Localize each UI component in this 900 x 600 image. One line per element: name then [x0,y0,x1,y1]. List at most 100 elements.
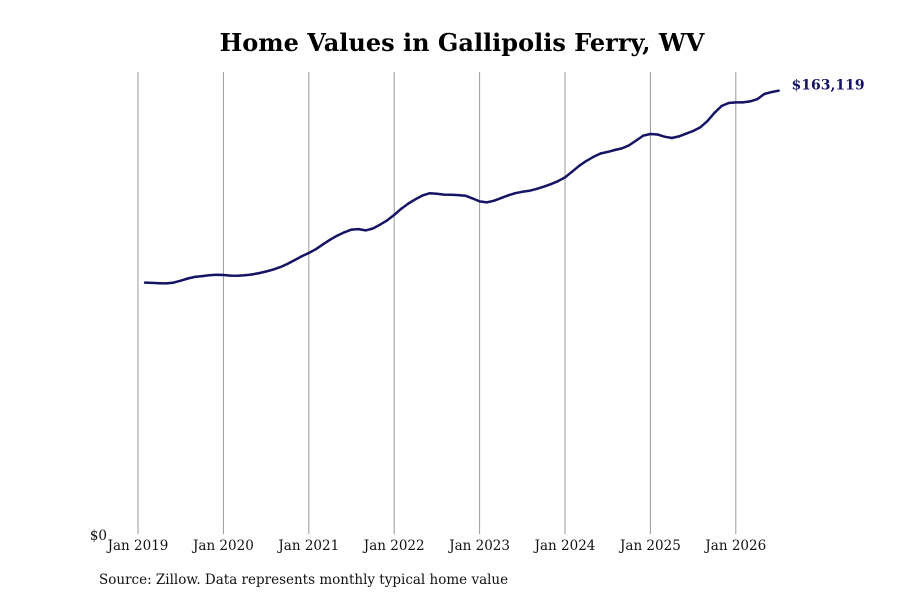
data-point [485,201,488,204]
data-point [521,190,524,193]
data-point [421,194,424,197]
data-point [691,129,695,133]
x-tick-label: Jan 2022 [362,538,425,554]
data-point [208,274,211,277]
data-point [620,147,624,150]
data-point [414,198,417,201]
data-point [471,197,474,200]
x-axis-tick-labels: Jan 2019 Jan 2020 Jan 2021 Jan 2022 Jan 2023… [106,538,767,554]
data-point [293,258,296,262]
y-axis-tick-labels: $0 [90,528,107,544]
data-point [250,273,254,276]
data-point [172,281,175,284]
x-tick-label: Jan 2023 [447,538,510,554]
data-point [464,194,467,197]
data-point [193,275,197,279]
data-point [279,265,282,269]
data-point [257,271,261,275]
data-point [770,90,773,94]
data-point [763,92,766,96]
data-point [514,192,517,195]
data-point [442,193,446,196]
data-point [741,101,745,104]
data-point [151,281,154,285]
data-point [535,187,538,191]
data-point [449,193,453,196]
data-point [478,200,481,203]
data-point [699,126,702,129]
data-point [720,104,723,108]
data-point [400,207,403,210]
data-point [229,274,232,277]
data-point [378,223,382,226]
data-point [364,229,367,232]
data-point [350,228,353,231]
x-tick-label: Jan 2024 [533,538,596,554]
data-point [435,192,439,195]
chart-title: Home Values in Gallipolis Ferry, WV [220,28,705,57]
data-point [727,101,730,105]
data-point [385,219,389,222]
data-point [663,135,666,138]
data-point [186,277,189,280]
vertical-gridlines [137,72,737,534]
data-point [592,155,595,158]
data-point [578,164,581,167]
data-point [734,101,737,104]
data-point [200,274,204,278]
data-point [143,281,147,284]
data-point [307,251,310,255]
data-point [236,274,239,277]
data-point [613,148,616,152]
x-tick-label: Jan 2026 [703,538,766,554]
data-point [642,134,645,137]
data-point [407,202,410,205]
data-point [336,234,339,237]
data-point [649,132,652,136]
data-point [314,248,318,251]
data-point [179,279,182,282]
x-tick-label: Jan 2020 [191,538,254,554]
data-point [713,111,716,115]
data-point [684,132,688,135]
data-point [321,243,325,246]
data-point [343,231,346,234]
data-point [756,98,759,101]
data-point [371,227,375,230]
data-point [300,255,303,258]
data-point [670,136,673,140]
data-point [499,196,503,200]
data-point [563,176,567,179]
data-point [656,133,659,136]
data-point [635,139,638,142]
data-point [777,89,780,92]
data-point [243,274,246,277]
data-point [506,194,510,197]
data-point [328,238,332,241]
data-point [748,100,752,103]
y-tick-label: $0 [90,528,107,544]
data-point [528,189,531,192]
data-point [492,199,495,202]
data-point [428,192,431,195]
source-note: Source: Zillow. Data represents monthly … [99,572,509,588]
data-point [286,262,289,266]
data-point [158,282,161,285]
data-point [549,183,552,186]
data-point [393,213,396,217]
data-point [585,159,588,163]
data-point [556,180,560,183]
data-point [215,273,218,276]
data-point [457,193,460,197]
data-point [706,120,709,123]
latest-value-label: $163,119 [792,78,865,94]
x-tick-label: Jan 2019 [106,538,169,554]
x-tick-label: Jan 2021 [276,538,339,554]
x-tick-label: Jan 2025 [618,538,681,554]
data-point [627,144,631,147]
home-value-series-line [143,89,780,285]
data-point [165,282,168,285]
data-point [677,135,681,138]
data-point [570,170,574,173]
